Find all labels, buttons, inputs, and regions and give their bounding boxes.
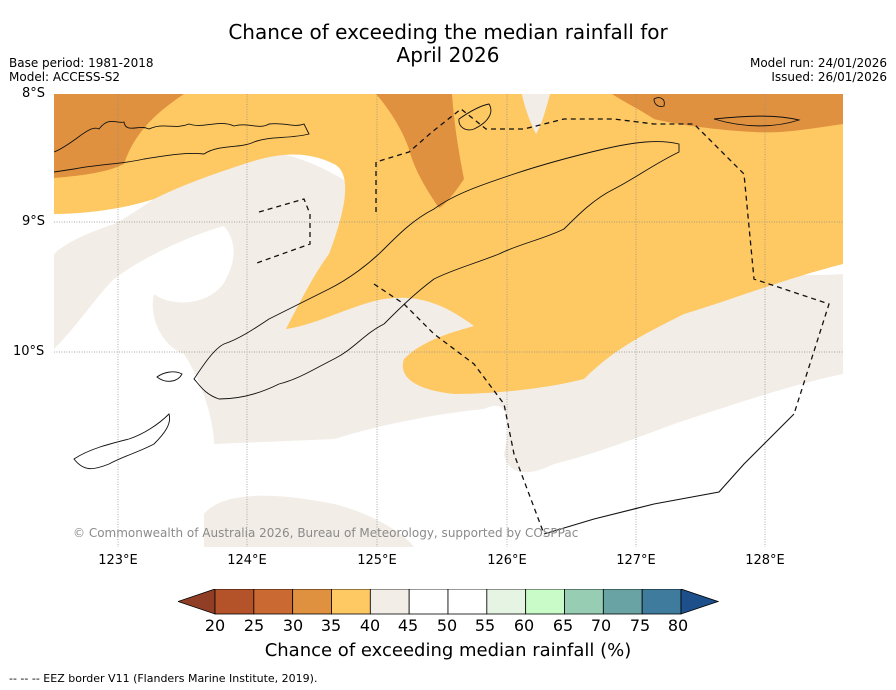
colorbar-cell [408,589,449,615]
probability-region-40-45-south [204,495,414,547]
colorbar-tick-70: 70 [590,616,612,635]
lon-label-127e: 127°E [616,553,656,568]
lon-label-124e: 124°E [227,553,267,568]
rainfall-map [54,94,843,547]
chart-title-line2: April 2026 [396,43,500,67]
probability-region-30-35-east [612,94,843,133]
lon-label-125e: 125°E [357,553,397,568]
colorbar-tick-30: 30 [282,616,304,635]
coastline-babar [713,115,801,127]
colorbar-cell [331,589,371,615]
colorbar-tick-55: 55 [474,616,496,635]
meta-right: Model run: 24/01/2026 Issued: 26/01/2026 [750,56,887,84]
maritime-boundary [543,413,795,535]
colorbar-cell [525,589,565,615]
colorbar-tick-80: 80 [667,616,689,635]
lat-label-9s: 9°S [22,214,46,229]
lon-label-126e: 126°E [487,553,527,568]
coastline-timor [193,141,680,400]
probability-region-30-35-west [54,94,184,178]
base-period: Base period: 1981-2018 [9,56,154,70]
colorbar-tick-60: 60 [513,616,535,635]
probability-region-40-45-notch [522,94,550,134]
lat-label-10s: 10°S [13,344,45,359]
colorbar-cell [602,589,643,615]
colorbar-tick-50: 50 [436,616,458,635]
model-name: Model: ACCESS-S2 [9,70,121,84]
colorbar-tick-20: 20 [204,616,226,635]
colorbar-cells [214,589,682,615]
issued-date: Issued: 26/01/2026 [771,70,887,84]
colorbar-cell [447,589,488,615]
probability-region-35-40 [54,94,843,394]
coastline-leti [653,97,665,107]
colorbar-tick-25: 25 [243,616,265,635]
lon-label-128e: 128°E [745,553,785,568]
colorbar-cell [564,589,604,615]
coastline-sumba [73,413,171,470]
colorbar-extend-high [680,589,719,615]
colorbar-tick-75: 75 [629,616,651,635]
coastline-wetar [458,103,492,131]
colorbar-cell [214,589,255,615]
meta-left: Base period: 1981-2018 Model: ACCESS-S2 [9,56,154,84]
colorbar-tick-65: 65 [552,616,574,635]
coastlines [54,97,801,470]
colorbar-tick-45: 45 [397,616,419,635]
coastline-flores-alor [54,120,310,173]
probability-region-30-35-central [376,94,464,208]
colorbar-cell [486,589,527,615]
colorbar-title: Chance of exceeding median rainfall (%) [264,640,632,661]
colorbar-extend-low [178,589,216,615]
probability-region-40-45 [54,149,843,473]
copyright-notice: © Commonwealth of Australia 2026, Bureau… [73,526,579,540]
colorbar-cell [369,589,410,615]
coastline-savu [156,371,183,382]
colorbar-tick-40: 40 [359,616,381,635]
model-run: Model run: 24/01/2026 [749,56,887,70]
lat-label-8s: 8°S [22,86,46,101]
colorbar-cell [292,589,332,615]
colorbar [178,589,719,615]
colorbar-tick-35: 35 [320,616,342,635]
graticule [54,94,843,547]
eez-footnote: -- -- -- EEZ border V11 (Flanders Marine… [9,672,318,685]
lon-label-123e: 123°E [98,553,138,568]
chart-title-line1: Chance of exceeding the median rainfall … [228,20,668,44]
colorbar-cell [253,589,294,615]
colorbar-cell [641,589,682,615]
eez-border [253,108,830,535]
